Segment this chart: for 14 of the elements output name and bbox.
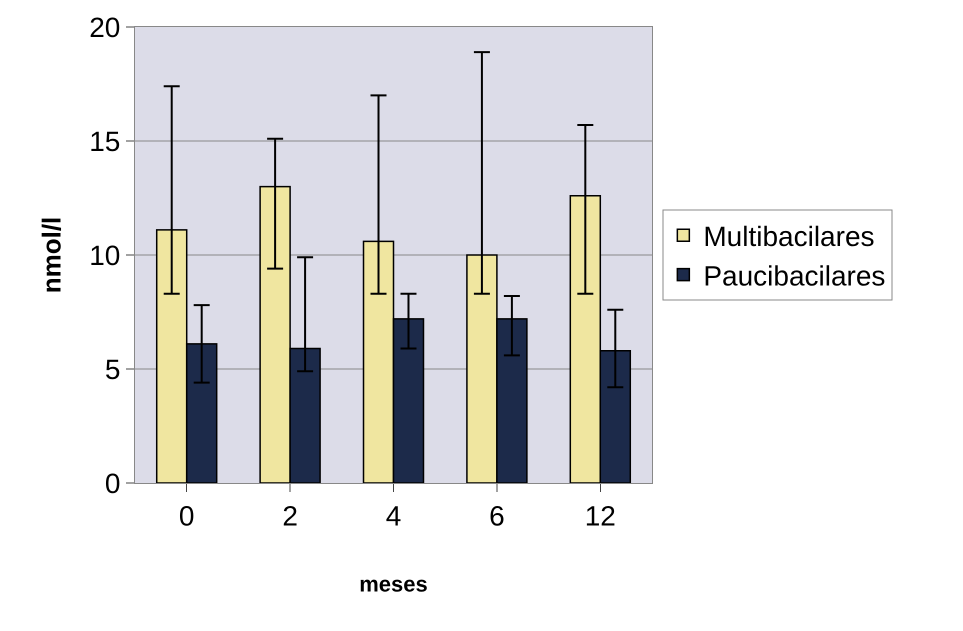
y-tick-label: 5 (104, 354, 120, 385)
x-tick-label: 6 (489, 500, 505, 532)
x-tick-label: 2 (282, 500, 298, 532)
x-axis-title: meses (359, 572, 428, 596)
y-tick-label: 15 (89, 126, 120, 157)
y-tick-label: 10 (89, 240, 120, 271)
x-tick-label: 0 (178, 500, 194, 532)
y-tick-label: 20 (89, 12, 120, 43)
x-tick-label: 12 (584, 500, 616, 532)
x-tick-label: 4 (386, 500, 402, 532)
y-tick-label: 0 (104, 468, 120, 499)
legend-label: Paucibacilares (703, 260, 886, 292)
legend-label: Multibacilares (703, 221, 875, 252)
y-axis-title: nmol/l (36, 216, 67, 294)
